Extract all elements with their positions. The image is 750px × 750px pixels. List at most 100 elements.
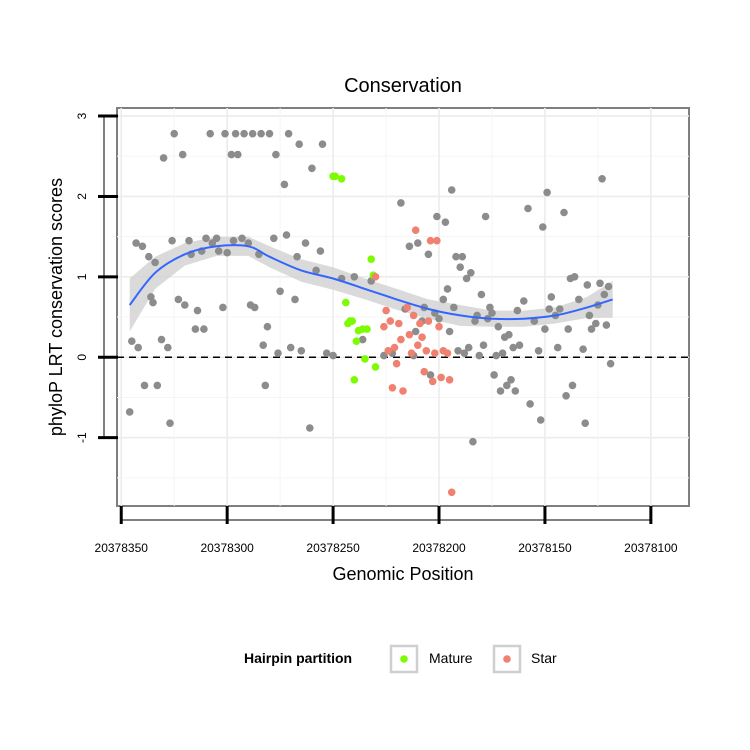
data-point-other bbox=[539, 223, 547, 231]
data-point-star bbox=[426, 236, 435, 245]
data-point-star bbox=[443, 349, 452, 358]
data-point-other bbox=[545, 305, 553, 313]
data-point-other bbox=[458, 252, 467, 261]
data-point-other bbox=[282, 231, 291, 239]
data-point-other bbox=[301, 239, 310, 247]
data-point-other bbox=[564, 325, 572, 333]
data-point-other bbox=[441, 218, 450, 226]
data-point-other bbox=[536, 416, 545, 424]
data-point-other bbox=[570, 273, 579, 281]
x-tick-label: 20378100 bbox=[624, 541, 678, 555]
data-point-other bbox=[140, 381, 149, 390]
data-point-other bbox=[426, 371, 435, 379]
data-point-star bbox=[395, 319, 403, 328]
data-point-other bbox=[494, 322, 503, 331]
data-point-other bbox=[439, 295, 448, 304]
data-point-star bbox=[416, 319, 424, 328]
data-point-star bbox=[399, 387, 407, 395]
data-point-other bbox=[248, 129, 257, 138]
data-point-other bbox=[312, 266, 320, 275]
data-point-other bbox=[272, 150, 280, 159]
data-point-other bbox=[424, 250, 433, 259]
legend: Hairpin partition Mature Star bbox=[244, 644, 557, 674]
data-point-other bbox=[397, 199, 405, 207]
data-point-other bbox=[553, 343, 562, 352]
y-tick-label: 1 bbox=[75, 273, 89, 280]
data-point-other bbox=[520, 297, 528, 305]
data-point-other bbox=[496, 387, 505, 395]
data-point-other bbox=[306, 424, 314, 432]
data-point-other bbox=[606, 359, 615, 368]
data-point-star bbox=[428, 377, 437, 386]
data-point-star bbox=[437, 373, 445, 382]
data-point-other bbox=[329, 351, 337, 360]
data-point-star bbox=[411, 226, 420, 234]
data-point-other bbox=[212, 234, 221, 243]
data-point-other bbox=[166, 419, 174, 428]
data-point-star bbox=[390, 343, 399, 352]
data-point-other bbox=[515, 341, 524, 350]
data-point-other bbox=[168, 236, 176, 245]
data-point-other bbox=[261, 381, 270, 390]
data-point-other bbox=[445, 327, 454, 336]
data-point-star bbox=[380, 322, 388, 331]
data-point-other bbox=[435, 314, 443, 323]
data-point-other bbox=[414, 239, 422, 247]
data-point-other bbox=[206, 129, 214, 138]
data-point-star bbox=[433, 236, 441, 245]
data-point-other bbox=[602, 321, 611, 329]
data-point-star bbox=[407, 349, 416, 358]
data-point-other bbox=[479, 341, 488, 350]
data-point-other bbox=[462, 274, 471, 283]
data-point-other bbox=[456, 263, 465, 272]
y-tick-label: 0 bbox=[75, 354, 89, 361]
data-point-other bbox=[200, 325, 208, 333]
data-point-star bbox=[414, 341, 422, 350]
data-point-other bbox=[498, 349, 507, 358]
data-point-other bbox=[284, 129, 293, 138]
data-point-other bbox=[477, 290, 486, 299]
data-point-other bbox=[274, 349, 282, 358]
data-point-mature bbox=[361, 355, 369, 363]
data-point-other bbox=[164, 343, 172, 352]
data-point-other bbox=[475, 351, 484, 360]
data-point-other bbox=[138, 242, 147, 251]
x-tick-label: 20378200 bbox=[412, 541, 466, 555]
data-point-other bbox=[214, 247, 223, 255]
data-point-other bbox=[231, 129, 240, 138]
data-point-other bbox=[481, 212, 490, 221]
data-point-star bbox=[397, 335, 405, 344]
y-axis-title: phyloP LRT conservation scores bbox=[46, 178, 66, 436]
y-tick-label: -1 bbox=[75, 432, 89, 443]
data-point-other bbox=[524, 204, 532, 213]
data-point-other bbox=[185, 236, 193, 245]
data-point-other bbox=[509, 343, 517, 352]
data-point-star bbox=[445, 376, 454, 384]
data-point-other bbox=[460, 349, 469, 358]
data-point-other bbox=[596, 279, 604, 288]
data-point-star bbox=[382, 306, 390, 315]
data-point-other bbox=[221, 129, 229, 138]
data-point-star bbox=[431, 349, 439, 358]
data-point-other bbox=[223, 248, 231, 257]
data-point-other bbox=[265, 129, 274, 138]
data-point-other bbox=[526, 400, 534, 408]
data-point-other bbox=[193, 306, 202, 315]
legend-marker-mature bbox=[400, 655, 408, 663]
data-point-star bbox=[424, 317, 433, 325]
data-point-other bbox=[541, 325, 549, 333]
legend-marker-star bbox=[503, 655, 511, 663]
data-point-other bbox=[276, 287, 284, 296]
legend-title: Hairpin partition bbox=[244, 650, 352, 666]
data-point-other bbox=[259, 341, 268, 350]
data-point-mature bbox=[337, 175, 346, 183]
data-point-other bbox=[543, 188, 551, 197]
data-point-other bbox=[270, 234, 278, 243]
data-point-other bbox=[405, 242, 414, 251]
legend-key-star bbox=[492, 644, 522, 674]
data-point-star bbox=[447, 488, 456, 497]
data-point-other bbox=[585, 311, 594, 320]
data-point-other bbox=[503, 381, 511, 390]
data-point-mature bbox=[367, 255, 376, 263]
data-point-other bbox=[454, 347, 462, 355]
